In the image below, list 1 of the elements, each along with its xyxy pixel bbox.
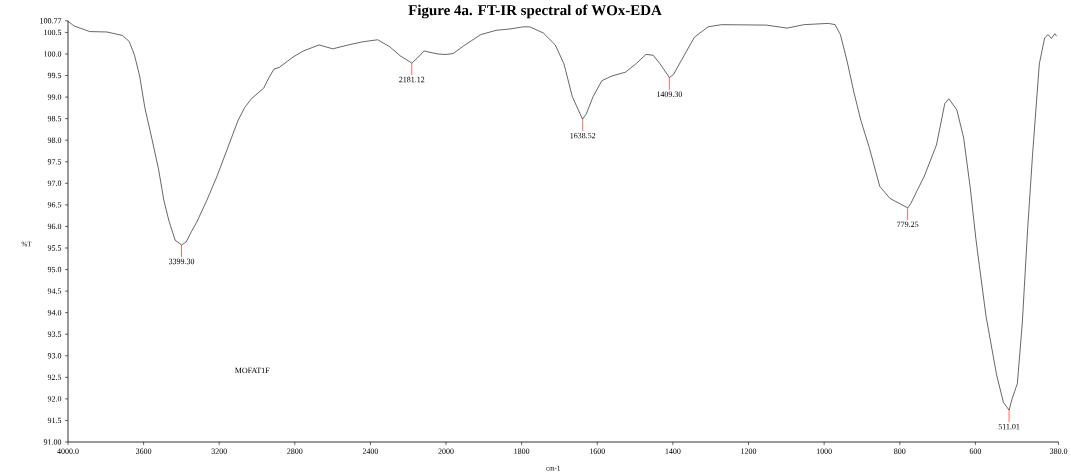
chart-title: Figure 4a. FT-IR spectral of WOx-EDA [408, 4, 662, 19]
